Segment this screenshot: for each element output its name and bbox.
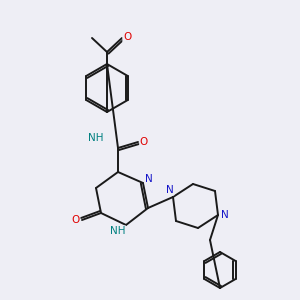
Text: N: N (145, 174, 153, 184)
Text: O: O (71, 215, 79, 225)
Text: O: O (123, 32, 131, 42)
Text: N: N (221, 210, 229, 220)
Text: O: O (140, 137, 148, 147)
Text: NH: NH (110, 226, 126, 236)
Text: NH: NH (88, 133, 104, 143)
Text: N: N (166, 185, 174, 195)
